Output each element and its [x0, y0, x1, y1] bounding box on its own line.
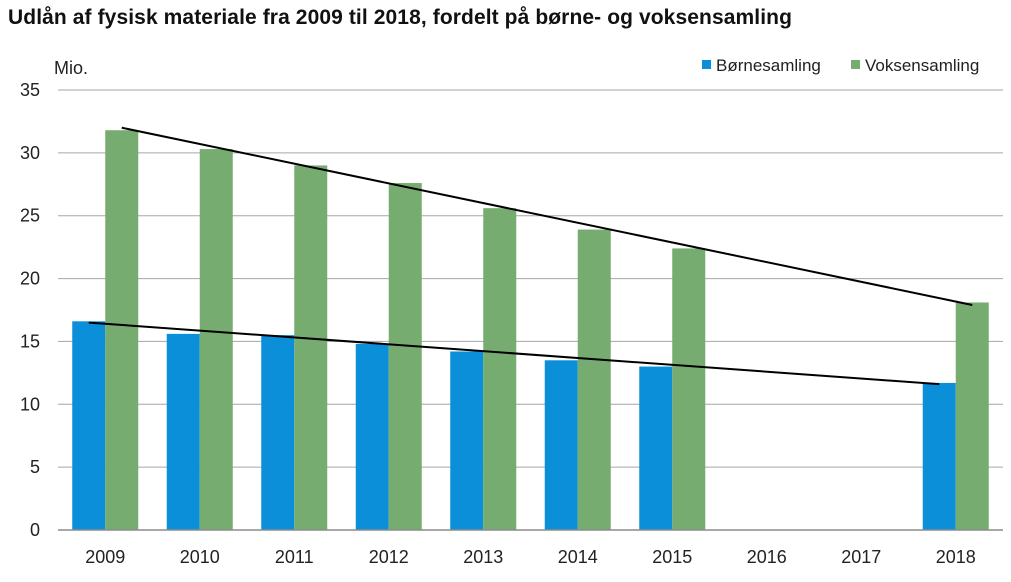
x-tick-label: 2010: [180, 547, 220, 567]
x-tick-label: 2011: [275, 547, 314, 567]
legend: Børnesamling Voksensamling: [702, 56, 979, 75]
bar-voksensamling: [294, 165, 328, 530]
chart-title: Udlån af fysisk materiale fra 2009 til 2…: [8, 6, 793, 29]
bar-børnesamling: [355, 343, 389, 530]
trendlines: [88, 126, 973, 386]
bar-børnesamling: [922, 382, 956, 530]
bars: [72, 130, 989, 531]
bar-børnesamling: [72, 321, 106, 530]
bar-voksensamling: [199, 149, 233, 531]
x-tick-label: 2012: [369, 547, 409, 567]
x-tick-label: 2016: [747, 547, 787, 567]
trendline: [88, 321, 940, 386]
x-tick-label: 2009: [85, 547, 125, 567]
y-tick-label: 20: [20, 269, 40, 289]
y-tick-label: 5: [30, 457, 40, 477]
y-tick-label: 30: [20, 143, 40, 163]
legend-label: Børnesamling: [716, 56, 821, 75]
y-tick-label: 35: [20, 80, 40, 100]
bar-voksensamling: [483, 208, 517, 530]
bar-voksensamling: [388, 183, 422, 530]
bar-børnesamling: [450, 351, 484, 530]
axes: 0 5 10 15 20 25 30 35 2009 2010 2011 2012 2013 2014 20…: [20, 80, 1003, 567]
y-tick-label: 15: [20, 331, 40, 351]
bar-børnesamling: [544, 360, 578, 530]
legend-label: Voksensamling: [865, 56, 979, 75]
legend-swatch: [851, 60, 860, 69]
y-tick-label: 0: [30, 520, 40, 540]
y-axis-unit-label: Mio.: [54, 58, 88, 78]
x-tick-label: 2014: [558, 547, 598, 567]
bar-voksensamling: [672, 248, 706, 530]
y-tick-label: 10: [20, 394, 40, 414]
x-tick-label: 2013: [463, 547, 503, 567]
bar-børnesamling: [639, 366, 673, 530]
x-tick-label: 2017: [841, 547, 881, 567]
trendline: [121, 126, 973, 306]
bar-voksensamling: [105, 130, 139, 530]
x-tick-label: 2018: [936, 547, 976, 567]
x-tick-label: 2015: [652, 547, 692, 567]
bar-voksensamling: [955, 302, 989, 530]
bar-børnesamling: [166, 333, 200, 530]
legend-swatch: [702, 60, 711, 69]
bar-børnesamling: [261, 335, 295, 530]
y-tick-label: 25: [20, 206, 40, 226]
bar-voksensamling: [577, 229, 611, 531]
